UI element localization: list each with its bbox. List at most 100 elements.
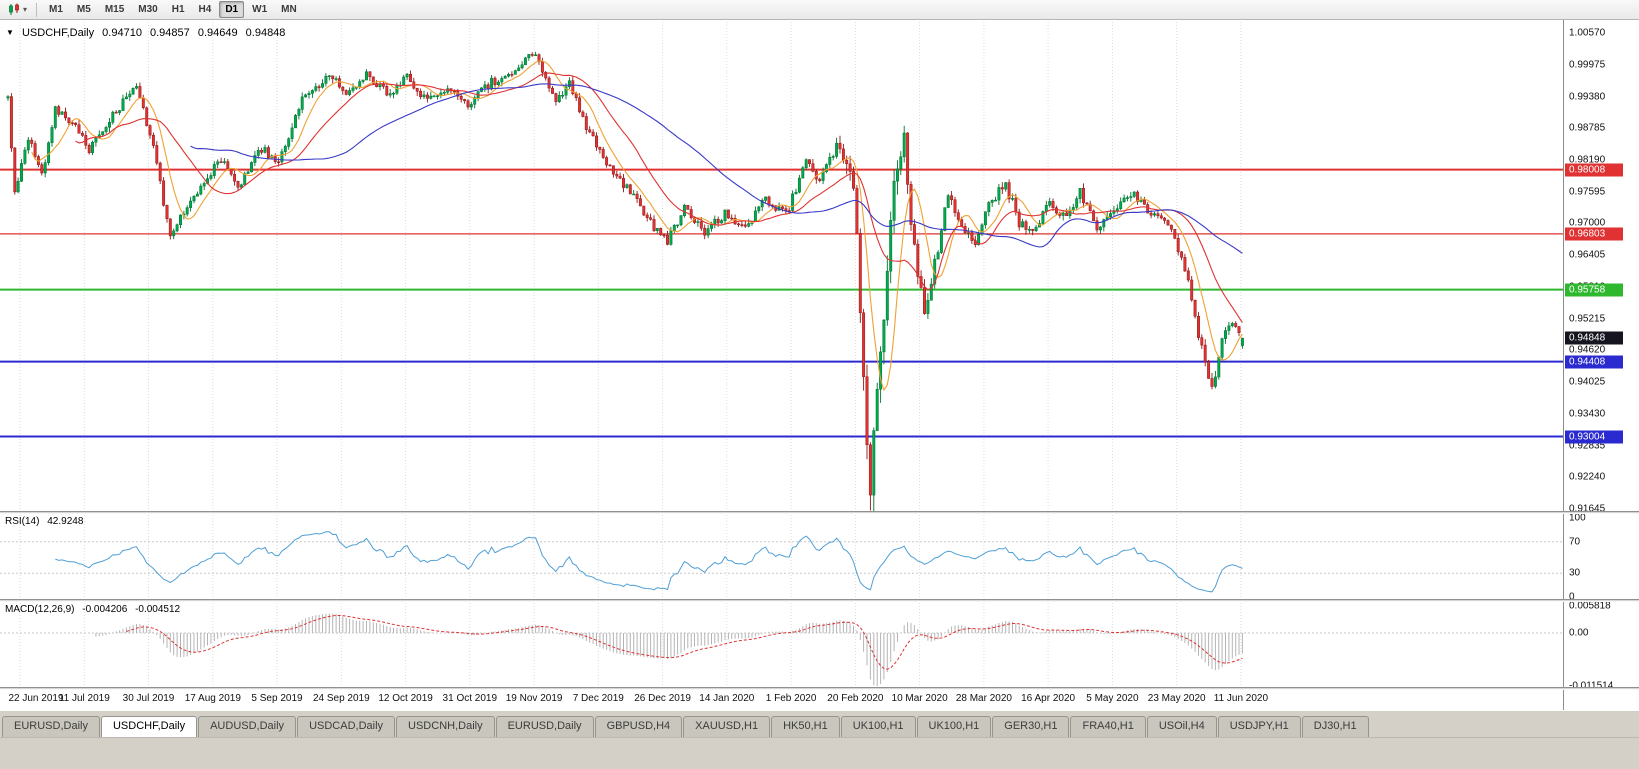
price-axis-label: 0.98785 [1569, 122, 1606, 134]
chevron-down-icon: ▾ [23, 4, 28, 14]
current-price-tag: 0.94848 [1565, 331, 1623, 345]
chart-tabs-bar: EURUSD,Daily USDCHF,Daily AUDUSD,Daily USDC… [0, 710, 1639, 737]
moving-average-line [190, 83, 1243, 254]
price-axis-label: 0.94620 [1569, 344, 1606, 356]
moving-average-line [75, 72, 1243, 323]
chart-tab-gbpusd-h4[interactable]: GBPUSD,H4 [594, 716, 683, 737]
macd-label: MACD(12,26,9) -0.004206 -0.004512 [5, 604, 185, 615]
chart-tab-hk50-h1[interactable]: HK50,H1 [771, 716, 840, 737]
time-axis-label: 5 May 2020 [1086, 693, 1139, 704]
status-bar [0, 737, 1639, 769]
time-axis-label: 11 Jun 2020 [1213, 693, 1269, 704]
time-axis-label: 16 Apr 2020 [1021, 693, 1076, 704]
macd-indicator-name: MACD(12,26,9) [5, 604, 75, 615]
chart-tab-ger30-h1[interactable]: GER30,H1 [992, 716, 1070, 737]
chart-tab-usdcad-daily[interactable]: USDCAD,Daily [297, 716, 396, 737]
timeframe-button-m5[interactable]: M5 [76, 4, 91, 15]
time-axis-label: 1 Feb 2020 [765, 693, 817, 704]
rsi-line [55, 531, 1243, 593]
chart-tab-uk100-h1[interactable]: UK100,H1 [916, 716, 992, 737]
open-value: 0.94710 [102, 27, 142, 39]
close-value: 0.94848 [245, 27, 286, 39]
time-axis[interactable]: 22 Jun 2019 11 Jul 2019 30 Jul 2019 17 Aug … [0, 690, 1563, 710]
panel-separator[interactable] [0, 599, 1639, 602]
panel-separator[interactable] [0, 511, 1639, 514]
price-line-tag[interactable]: 0.96803 [1565, 227, 1623, 241]
time-axis-label: 14 Jan 2020 [699, 693, 755, 704]
price-axis-label: 1.00570 [1569, 27, 1606, 39]
macd-main-value: -0.004206 [82, 604, 128, 615]
price-line-tag[interactable]: 0.95758 [1565, 283, 1623, 297]
price-line-tag[interactable]: 0.93004 [1565, 430, 1623, 443]
chart-tab-usdcnh-daily[interactable]: USDCNH,Daily [396, 716, 495, 737]
toolbar-separator [36, 2, 38, 17]
macd-histogram [95, 613, 1243, 686]
timeframe-button-mn[interactable]: MN [281, 4, 297, 15]
chart-ohlc-header: ▼ USDCHF,Daily 0.94710 0.94857 0.94649 0… [6, 27, 290, 39]
candlestick-chart-icon [9, 3, 19, 15]
price-axis-label: 0.92240 [1569, 471, 1606, 483]
price-axis-label: 0.96405 [1569, 249, 1606, 261]
panel-separator [0, 687, 1639, 690]
time-axis-label: 26 Dec 2019 [634, 693, 691, 704]
price-line-tag[interactable]: 0.94408 [1565, 355, 1623, 369]
candles-layer [6, 51, 1244, 511]
time-axis-label: 7 Dec 2019 [572, 693, 624, 704]
chart-tab-xauusd-h1[interactable]: XAUUSD,H1 [683, 716, 771, 737]
rsi-indicator-value: 42.9248 [47, 516, 84, 527]
chart-tab-audusd-daily[interactable]: AUDUSD,Daily [198, 716, 297, 737]
chart-tab-eurusd-daily[interactable]: EURUSD,Daily [495, 716, 594, 737]
price-chart-canvas[interactable] [0, 20, 1563, 688]
chart-tab-uk100-h1[interactable]: UK100,H1 [840, 716, 916, 737]
chart-type-button[interactable]: ▾ [3, 1, 31, 19]
time-axis-label: 31 Oct 2019 [442, 693, 498, 704]
time-axis-label: 30 Jul 2019 [122, 693, 175, 704]
chart-tab-eurusd-daily[interactable]: EURUSD,Daily [2, 716, 100, 737]
chart-tab-usdjpy-h1[interactable]: USDJPY,H1 [1217, 716, 1301, 737]
macd-signal-line [126, 614, 1243, 670]
chart-window: ▼ USDCHF,Daily 0.94710 0.94857 0.94649 0… [0, 20, 1639, 710]
moving-average-line [31, 60, 1243, 392]
price-axis-label: 0.98190 [1569, 154, 1606, 166]
grid-lines [19, 22, 1242, 686]
timeframe-button-h4[interactable]: H4 [198, 4, 212, 15]
timeframe-buttons: M1 M5 M15 M30 H1 H4 D1 W1 MN [42, 1, 304, 18]
chart-tab-usdchf-daily[interactable]: USDCHF,Daily [100, 716, 198, 737]
price-axis-label: 0.95215 [1569, 313, 1606, 325]
price-axis-label: 0.97000 [1569, 217, 1606, 229]
chart-tab-fra40-h1[interactable]: FRA40,H1 [1070, 716, 1146, 737]
timeframe-button-w1[interactable]: W1 [252, 4, 268, 15]
rsi-level-lines [0, 541, 1563, 574]
price-line-tag[interactable]: 0.98008 [1565, 163, 1623, 177]
chart-tab-usoil-h4[interactable]: USOil,H4 [1146, 716, 1217, 737]
timeframe-button-m1[interactable]: M1 [49, 4, 63, 15]
chart-tab-dj30-h1[interactable]: DJ30,H1 [1301, 716, 1369, 737]
time-axis-label: 23 May 2020 [1147, 693, 1206, 704]
rsi-indicator-name: RSI(14) [5, 516, 40, 527]
macd-axis-label: -0.011514 [1569, 681, 1613, 692]
rsi-axis-label: 70 [1569, 536, 1581, 548]
price-axis-label: 0.99380 [1569, 91, 1606, 102]
time-axis-label: 24 Sep 2019 [312, 693, 370, 704]
macd-signal-value: -0.004512 [135, 604, 181, 615]
time-axis-label: 5 Sep 2019 [251, 693, 303, 704]
top-toolbar: ▾ M1 M5 M15 M30 H1 H4 D1 W1 MN [0, 0, 1639, 20]
timeframe-button-m15[interactable]: M15 [104, 4, 125, 15]
low-value: 0.94649 [197, 27, 238, 39]
macd-axis-label: 0.005818 [1569, 600, 1611, 612]
timeframe-button-d1[interactable]: D1 [219, 1, 245, 18]
macd-axis-label: 0.00 [1569, 627, 1589, 639]
timeframe-button-h1[interactable]: H1 [171, 4, 185, 15]
rsi-label: RSI(14) 42.9248 [5, 516, 88, 527]
price-axis-label: 0.99975 [1569, 59, 1606, 71]
price-axis-label: 0.97595 [1569, 186, 1606, 198]
time-axis-label: 10 Mar 2020 [891, 693, 948, 704]
time-axis-label: 12 Oct 2019 [378, 693, 433, 704]
chart-menu-triangle-icon[interactable]: ▼ [6, 28, 14, 37]
price-axis-label: 0.94025 [1569, 376, 1606, 388]
price-axis[interactable]: 1.00570 0.99975 0.99380 0.98785 0.98190 0.975… [1563, 20, 1639, 710]
time-axis-label: 19 Nov 2019 [505, 693, 563, 704]
symbol-label: USDCHF,Daily [21, 27, 95, 39]
price-axis-label: 0.91645 [1569, 503, 1606, 515]
timeframe-button-m30[interactable]: M30 [138, 4, 158, 15]
